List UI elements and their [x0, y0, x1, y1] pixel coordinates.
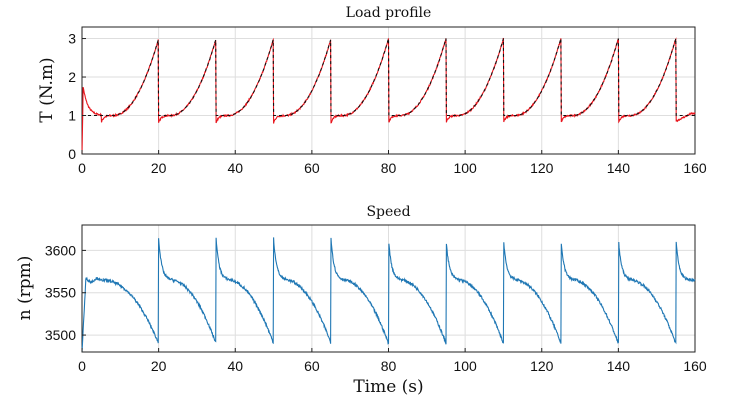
x-tick-label: 0	[78, 358, 86, 374]
load-profile-title: Load profile	[346, 5, 432, 21]
y-tick-label: 0	[68, 146, 76, 162]
torque-measured-line	[81, 37, 696, 155]
y-tick-label: 3	[68, 31, 76, 47]
x-tick-label: 100	[453, 358, 477, 374]
y-tick-label: 3500	[45, 327, 76, 343]
y-tick-label: 1	[68, 108, 76, 124]
x-tick-label: 120	[530, 358, 554, 374]
x-tick-label: 60	[304, 160, 320, 176]
x-tick-label: 120	[530, 160, 554, 176]
x-tick-label: 140	[607, 358, 631, 374]
speed-ylabel: n (rpm)	[15, 256, 35, 321]
load-profile-chart: 0 20 40 60 80 100 120 140 160 0 1 2 3 Load profile T…	[37, 5, 707, 176]
x-tick-label: 160	[683, 358, 707, 374]
y-tick-label: 3600	[45, 242, 76, 258]
load-profile-ylabel: T (N.m)	[37, 57, 57, 122]
speed-title: Speed	[366, 204, 410, 220]
x-tick-label: 80	[381, 358, 397, 374]
speed-line	[81, 237, 696, 353]
x-tick-label: 40	[227, 358, 243, 374]
x-tick-label: 140	[607, 160, 631, 176]
x-tick-label: 100	[453, 160, 477, 176]
y-tick-label: 3550	[45, 285, 76, 301]
x-tick-label: 40	[227, 160, 243, 176]
x-tick-label: 0	[78, 160, 86, 176]
x-tick-label: 60	[304, 358, 320, 374]
x-tick-label: 20	[151, 358, 167, 374]
x-tick-label: 80	[381, 160, 397, 176]
x-tick-label: 20	[151, 160, 167, 176]
speed-xlabel: Time (s)	[353, 377, 423, 397]
y-tick-label: 2	[68, 69, 76, 85]
x-tick-label: 160	[683, 160, 707, 176]
